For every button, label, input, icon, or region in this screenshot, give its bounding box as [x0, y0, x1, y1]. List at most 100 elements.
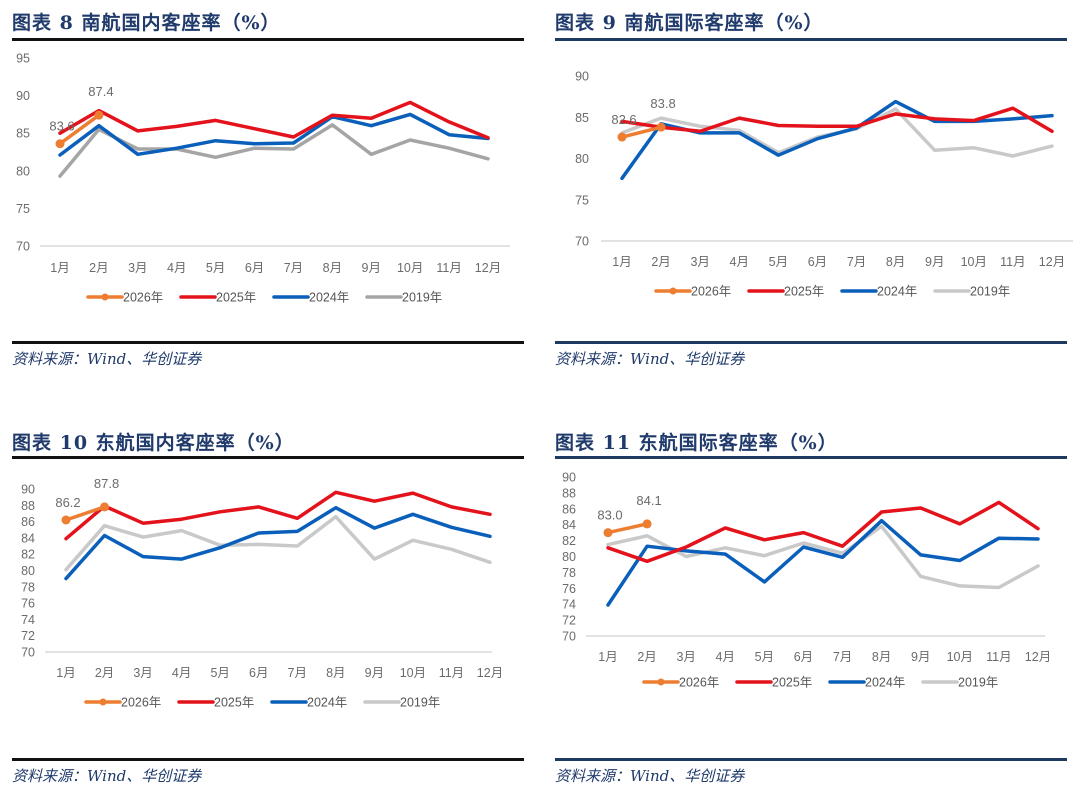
- source-rule: [12, 341, 524, 344]
- legend-item: 2025年: [735, 676, 812, 690]
- legend-item: 2025年: [177, 696, 254, 710]
- x-tick-label: 3月: [128, 261, 147, 275]
- x-tick-label: 7月: [288, 666, 307, 680]
- x-tick-label: 1月: [50, 261, 69, 275]
- data-label: 86.2: [55, 495, 80, 510]
- legend-label: 2024年: [309, 291, 349, 305]
- data-label: 82.6: [611, 112, 636, 127]
- x-tick-label: 8月: [886, 255, 905, 269]
- x-tick-label: 11月: [986, 650, 1011, 664]
- legend-item: 2024年: [270, 696, 347, 710]
- x-tick-label: 7月: [284, 261, 303, 275]
- x-tick-label: 3月: [676, 650, 695, 664]
- x-tick-label: 3月: [690, 255, 709, 269]
- y-tick-label: 76: [562, 582, 576, 596]
- y-tick-label: 84: [562, 518, 576, 532]
- y-tick-label: 80: [562, 550, 576, 564]
- series-line-2025: [58, 100, 490, 140]
- series-line-2025: [64, 490, 492, 541]
- series-line-2026: [606, 522, 649, 535]
- x-tick-label: 6月: [249, 666, 268, 680]
- x-tick-label: 9月: [911, 650, 930, 664]
- data-label: 83.8: [650, 96, 675, 111]
- data-label: 83.6: [49, 119, 74, 134]
- x-tick-label: 2月: [89, 261, 108, 275]
- series-line-2024: [606, 518, 1040, 607]
- data-point: [61, 515, 71, 525]
- x-tick-label: 10月: [397, 261, 423, 275]
- x-tick-label: 6月: [245, 261, 264, 275]
- series-line-2026: [64, 505, 107, 522]
- data-point: [642, 519, 652, 529]
- series-line-2019: [606, 524, 1040, 590]
- y-tick-label: 70: [562, 630, 576, 644]
- line-chart: 70 75 80 85 90 95 1月 2月 3月 4月 5月 6月 7月 8月 9月 10月 11月 12月 8…: [16, 52, 510, 305]
- y-tick-label: 85: [16, 127, 30, 141]
- legend-marker: [669, 287, 677, 295]
- y-tick-label: 76: [21, 597, 35, 611]
- source-note: 资料来源：Wind、华创证券: [555, 350, 745, 368]
- y-tick-label: 86: [562, 502, 576, 516]
- legend-item: 2024年: [828, 676, 905, 690]
- x-tick-label: 10月: [400, 666, 426, 680]
- series-line-2019: [64, 514, 492, 572]
- x-tick-label: 5月: [755, 650, 774, 664]
- x-tick-label: 5月: [206, 261, 225, 275]
- x-tick-label: 2月: [651, 255, 670, 269]
- series-line-2024: [58, 112, 490, 157]
- y-tick-label: 80: [21, 564, 35, 578]
- y-tick-label: 90: [21, 483, 35, 497]
- legend-item: 2026年: [642, 676, 719, 690]
- y-tick-label: 90: [575, 70, 589, 84]
- x-tick-label: 2月: [637, 650, 656, 664]
- data-point: [603, 528, 613, 538]
- x-tick-label: 12月: [1039, 255, 1065, 269]
- legend-label: 2026年: [121, 696, 161, 710]
- data-point: [94, 110, 104, 120]
- series-line-2026: [58, 113, 101, 146]
- source-note: 资料来源：Wind、华创证券: [12, 350, 202, 368]
- x-tick-label: 11月: [436, 261, 461, 275]
- y-tick-label: 90: [16, 89, 30, 103]
- x-tick-label: 5月: [769, 255, 788, 269]
- legend-item: 2019年: [921, 676, 998, 690]
- legend-marker: [99, 698, 107, 706]
- legend-label: 2019年: [970, 285, 1010, 299]
- source-note: 资料来源：Wind、华创证券: [12, 767, 202, 785]
- x-tick-label: 1月: [598, 650, 617, 664]
- series-line-2019: [58, 123, 490, 178]
- x-tick-label: 5月: [210, 666, 229, 680]
- legend-item: 2025年: [179, 291, 256, 305]
- x-tick-label: 4月: [716, 650, 735, 664]
- y-tick-label: 88: [21, 499, 35, 513]
- legend-item: 2019年: [365, 291, 442, 305]
- x-tick-label: 10月: [961, 255, 987, 269]
- x-tick-label: 12月: [1025, 650, 1051, 664]
- y-tick-label: 95: [16, 52, 30, 66]
- title-rule: [12, 38, 524, 41]
- legend-label: 2024年: [877, 285, 917, 299]
- x-tick-label: 4月: [172, 666, 191, 680]
- y-tick-label: 84: [21, 531, 35, 545]
- x-tick-label: 6月: [808, 255, 827, 269]
- series-line-2024: [620, 99, 1054, 181]
- series-line-2025: [620, 106, 1054, 134]
- chart-panel-10: 图表 10 东航国内客座率（%） 70 72 74 76 78 80 82 84 86 88 90 1…: [0, 420, 540, 793]
- y-tick-label: 70: [16, 240, 30, 254]
- legend-marker: [101, 293, 109, 301]
- data-label: 83.0: [597, 508, 622, 523]
- legend-item: 2026年: [86, 291, 163, 305]
- y-tick-label: 74: [21, 613, 35, 627]
- y-tick-label: 90: [562, 471, 576, 485]
- x-tick-label: 9月: [365, 666, 384, 680]
- chart-panel-8: 图表 8 南航国内客座率（%） 70 75 80 85 90 95 1月 2月 3月 4月 5月 6月…: [0, 0, 540, 395]
- legend-label: 2025年: [772, 676, 812, 690]
- source-note: 资料来源：Wind、华创证券: [555, 767, 745, 785]
- chart-panel-9: 图表 9 南航国际客座率（%） 70 75 80 85 90 1月 2月 3月 4月 5月 6月 7月…: [543, 0, 1080, 395]
- series-line-2025: [606, 500, 1040, 564]
- legend-item: 2024年: [840, 285, 917, 299]
- y-tick-label: 80: [575, 152, 589, 166]
- title-rule: [12, 456, 524, 459]
